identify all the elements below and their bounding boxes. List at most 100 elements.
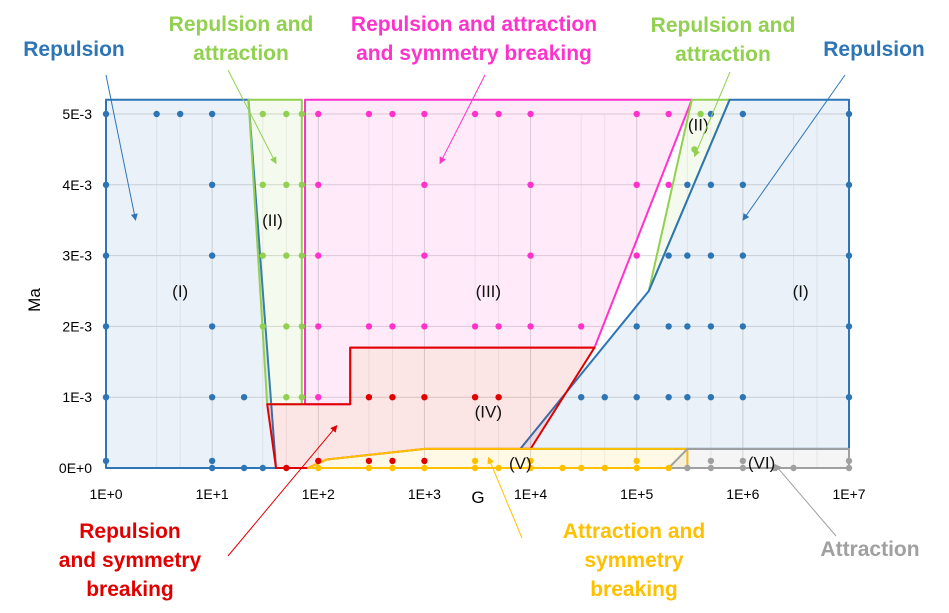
data-point	[495, 394, 502, 401]
data-point	[707, 181, 715, 188]
annotation-arrow	[439, 74, 486, 165]
data-point	[527, 181, 534, 188]
data-point	[389, 464, 396, 472]
region-label: (I)	[172, 282, 188, 301]
data-point	[315, 394, 322, 401]
data-point	[527, 252, 534, 259]
data-point	[315, 181, 322, 188]
data-point	[208, 464, 216, 472]
y-tick-label: 1E-3	[62, 389, 92, 405]
data-point	[739, 252, 747, 259]
data-point	[421, 181, 428, 188]
data-point	[665, 394, 672, 401]
data-point	[208, 181, 216, 188]
data-point	[102, 181, 110, 188]
data-point	[601, 394, 608, 401]
data-point	[259, 181, 266, 188]
x-tick-label: 1E+4	[514, 486, 547, 502]
annotation-arrow	[487, 456, 523, 539]
y-tick-label: 2E-3	[62, 318, 92, 334]
data-point	[633, 181, 640, 188]
data-point	[707, 394, 715, 401]
data-point	[665, 464, 672, 472]
data-point	[559, 464, 566, 472]
data-point	[421, 394, 428, 401]
data-point	[389, 323, 396, 330]
data-point	[739, 464, 747, 472]
data-point	[208, 110, 216, 118]
data-point	[471, 464, 479, 472]
data-point	[633, 252, 640, 259]
data-point	[495, 323, 502, 330]
data-point	[845, 323, 853, 330]
data-point	[208, 323, 216, 330]
data-point	[739, 181, 747, 188]
annotation-text: and symmetry	[59, 549, 202, 572]
data-point	[283, 252, 290, 259]
data-point	[633, 394, 640, 401]
data-point	[315, 323, 322, 330]
data-point	[298, 394, 306, 401]
data-point	[389, 457, 396, 465]
data-point	[283, 464, 290, 472]
annotation-text: attraction	[193, 42, 289, 65]
data-point	[845, 457, 853, 465]
data-point	[471, 323, 479, 330]
data-point	[315, 110, 322, 118]
data-point	[633, 110, 640, 118]
data-point	[421, 457, 428, 465]
data-point	[365, 323, 373, 330]
annotation-text: Attraction and	[563, 520, 705, 543]
data-point	[471, 394, 479, 401]
data-point	[684, 252, 691, 259]
data-point	[315, 457, 322, 465]
data-point	[208, 457, 216, 465]
data-point	[684, 181, 691, 188]
region-label: (I)	[793, 282, 809, 301]
annotation-arrow	[227, 69, 277, 165]
data-point	[845, 394, 853, 401]
annotation-text: attraction	[675, 43, 771, 66]
data-point	[527, 323, 534, 330]
data-point	[283, 110, 290, 118]
data-point	[665, 110, 672, 118]
data-point	[421, 323, 428, 330]
data-point	[240, 394, 248, 401]
data-point	[665, 323, 672, 330]
data-point	[421, 464, 428, 472]
data-point	[684, 394, 691, 401]
region-label: (IV)	[475, 402, 502, 421]
x-tick-label: 1E+2	[302, 486, 335, 502]
data-point	[102, 252, 110, 259]
axes: 1E+0 1E+1 1E+2 1E+3 1E+4 1E+5 1E+6 1E+7 0E+0 1E-3…	[25, 106, 866, 507]
data-point	[707, 464, 715, 472]
data-point	[315, 252, 322, 259]
data-point	[527, 457, 534, 465]
data-point	[845, 181, 853, 188]
region-label: (V)	[509, 454, 532, 473]
data-point	[208, 394, 216, 401]
data-point	[259, 464, 266, 472]
data-point	[633, 464, 640, 472]
data-point	[102, 394, 110, 401]
data-point	[153, 110, 160, 118]
y-tick-label: 0E+0	[59, 460, 92, 476]
data-point	[102, 323, 110, 330]
data-point	[208, 252, 216, 259]
y-axis-title: Ma	[25, 288, 44, 312]
data-point	[283, 323, 290, 330]
data-point	[298, 181, 306, 188]
data-point	[684, 464, 691, 472]
data-point	[259, 110, 266, 118]
region-label: (II)	[688, 116, 709, 135]
x-tick-label: 1E+7	[832, 486, 865, 502]
region-label: (VI)	[748, 453, 775, 472]
data-point	[633, 323, 640, 330]
annotation-text: and symmetry breaking	[356, 42, 592, 65]
data-point	[527, 110, 534, 118]
region-polygon	[667, 447, 850, 469]
data-point	[259, 323, 266, 330]
data-point	[365, 110, 373, 118]
region-polygon	[105, 98, 277, 469]
